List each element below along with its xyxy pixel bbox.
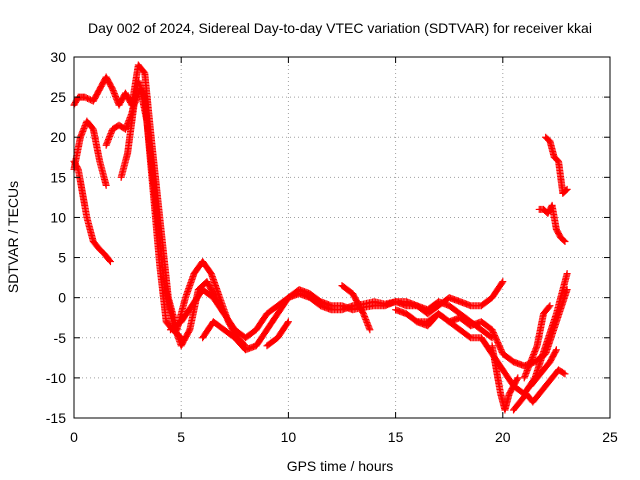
data-point [546,302,554,310]
data-point [552,347,560,355]
y-tick-label: 10 [50,209,66,225]
x-axis: 0 5 10 15 20 25 [70,57,618,445]
y-axis-label: SDTVAR / TECUs [5,181,21,293]
y-axis: -15 -10 -5 0 5 10 15 20 25 30 [46,49,610,426]
data-point [499,278,507,286]
series-trace-h [263,318,292,350]
x-tick-label: 0 [70,429,78,445]
x-axis-label: GPS time / hours [287,458,394,474]
data-point [498,279,506,287]
data-point [102,181,110,189]
data-point [513,375,521,383]
series-trace-k [413,286,571,370]
data-point [560,369,568,377]
data-point [562,186,570,194]
y-tick-label: -10 [46,370,66,386]
y-tick-label: 0 [58,290,66,306]
x-tick-label: 15 [388,429,404,445]
data-point [284,318,292,326]
data-point [563,286,571,294]
y-tick-label: -15 [46,410,66,426]
y-tick-label: 5 [58,250,66,266]
series-trace-e [117,85,228,350]
series-trace-m [510,366,569,414]
x-tick-label: 25 [602,429,618,445]
y-tick-label: 30 [50,49,66,65]
x-tick-label: 10 [281,429,297,445]
data-point [545,303,553,311]
data-point [560,237,568,245]
y-tick-label: -5 [54,330,67,346]
data-point [552,346,560,354]
data-point [563,185,571,193]
y-tick-label: 25 [50,89,66,105]
data-point [563,270,571,278]
data-point [106,256,114,264]
data-point [106,258,114,266]
chart-title: Day 002 of 2024, Sidereal Day-to-day VTE… [88,20,592,36]
series-trace-n [527,346,560,390]
data-point [284,319,292,327]
data-point [561,370,569,378]
grid [74,57,610,418]
plot-frame [73,56,611,419]
data-points [70,61,571,414]
data-point [561,238,569,246]
series-trace-p [542,133,571,197]
x-tick-label: 20 [495,429,511,445]
series-trace-q [535,201,569,246]
data-point [366,326,374,334]
y-tick-label: 20 [50,129,66,145]
series-trace-i [338,282,374,334]
data-point [514,374,522,382]
series-trace-o [520,302,554,382]
series-trace-g [199,278,507,354]
x-tick-label: 5 [177,429,185,445]
y-tick-label: 15 [50,169,66,185]
series-trace-l [488,342,522,414]
